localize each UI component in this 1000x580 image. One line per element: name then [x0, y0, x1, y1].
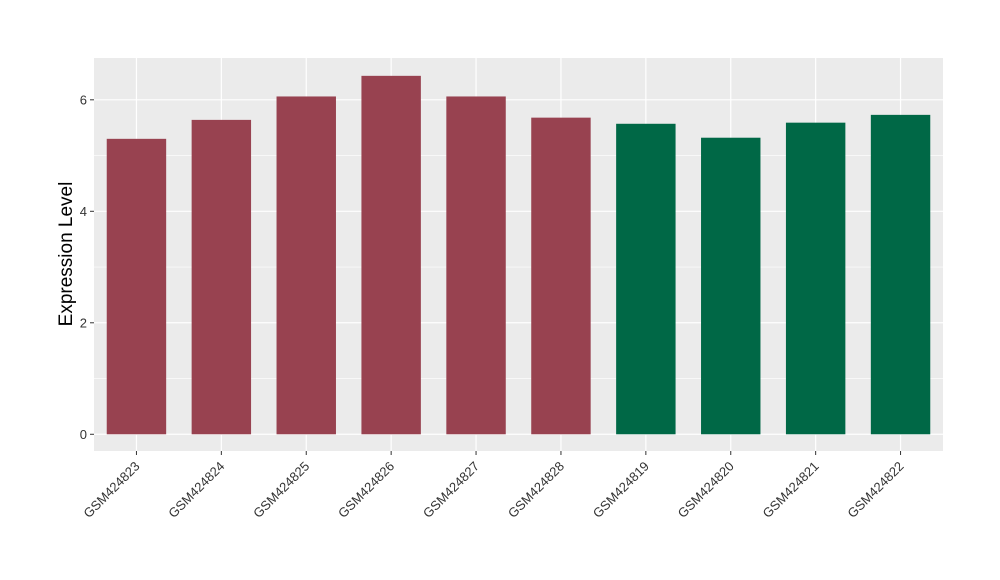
- bar-GSM424824: [191, 119, 252, 435]
- bar-GSM424822: [870, 114, 931, 435]
- bar-GSM424827: [446, 96, 506, 435]
- x-tick-label: GSM424826: [335, 459, 397, 521]
- x-tick-label: GSM424828: [505, 459, 567, 521]
- x-tick-label: GSM424820: [675, 459, 737, 521]
- x-tick-label: GSM424823: [80, 459, 142, 521]
- x-tick-label: GSM424825: [250, 459, 312, 521]
- x-axis: GSM424823 GSM424824 GSM424825 GSM424826 GSM4…: [80, 451, 907, 521]
- x-tick-label: GSM424824: [165, 459, 227, 521]
- y-tick-label: 6: [80, 92, 87, 107]
- x-tick-label: GSM424822: [844, 459, 906, 521]
- bar-GSM424823: [106, 138, 167, 435]
- x-tick-label: GSM424827: [420, 459, 482, 521]
- y-tick-label: 2: [80, 315, 87, 330]
- bars: [106, 75, 931, 435]
- x-tick-label: GSM424819: [590, 459, 652, 521]
- x-tick-label: GSM424821: [760, 459, 822, 521]
- y-axis-title: Expression Level: [56, 182, 77, 327]
- bar-GSM424826: [361, 75, 421, 435]
- y-axis: 0 2 4 6: [80, 92, 94, 442]
- bar-GSM424821: [785, 122, 846, 435]
- bar-GSM424820: [701, 137, 761, 435]
- y-tick-label: 4: [80, 204, 87, 219]
- bar-GSM424828: [531, 117, 591, 435]
- bar-GSM424825: [276, 96, 336, 435]
- y-tick-label: 0: [80, 427, 87, 442]
- bar-GSM424819: [616, 123, 676, 435]
